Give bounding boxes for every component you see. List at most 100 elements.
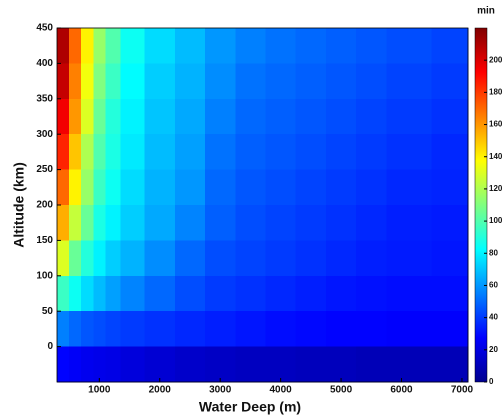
heat-cell: [205, 63, 236, 100]
heat-cell: [265, 311, 297, 348]
x-tick-label: 3000: [209, 385, 232, 396]
heat-cell: [356, 28, 387, 64]
heat-cell: [205, 28, 236, 64]
heat-cell: [69, 240, 82, 277]
heat-cell: [386, 311, 433, 348]
heat-cell: [265, 28, 297, 64]
heat-cell: [144, 134, 176, 171]
x-tick-label: 7000: [451, 385, 474, 396]
y-tick-label: 350: [36, 93, 53, 104]
heat-cell: [144, 98, 176, 135]
colorbar-tick-label: 60: [489, 281, 498, 290]
y-tick-label: 250: [36, 164, 53, 175]
y-tick-label: 300: [36, 129, 53, 140]
heat-cell: [325, 346, 357, 383]
heat-cell: [120, 346, 146, 383]
colorbar-tick-label: 80: [489, 248, 498, 257]
heat-cell: [81, 63, 94, 100]
heat-cell: [105, 63, 121, 100]
heat-cell: [105, 346, 121, 383]
heat-cell: [235, 240, 267, 277]
heat-cell: [265, 205, 297, 241]
heat-cell: [144, 346, 176, 383]
heat-cell: [105, 169, 121, 206]
heat-cell: [144, 169, 176, 206]
heat-cell: [235, 205, 267, 241]
colorbar-label: min: [477, 6, 495, 17]
x-tick-label: 1000: [88, 385, 111, 396]
heat-cell: [57, 346, 70, 383]
heat-cell: [93, 275, 106, 312]
heat-cell: [295, 63, 327, 100]
heat-cell: [81, 346, 94, 383]
heat-cell: [295, 240, 327, 277]
colorbar-tick-label: 180: [489, 87, 503, 96]
heat-cell: [265, 346, 297, 383]
heat-cell: [120, 28, 146, 64]
heat-cell: [120, 275, 146, 312]
heat-cell: [265, 63, 297, 100]
y-tick-label: 200: [36, 200, 53, 211]
heat-cell: [356, 275, 387, 312]
heat-cell: [431, 275, 469, 312]
heat-cell: [105, 275, 121, 312]
heat-cell: [69, 205, 82, 241]
heat-cell: [120, 169, 146, 206]
heat-cell: [205, 240, 236, 277]
heat-cell: [105, 311, 121, 348]
heat-cell: [57, 63, 70, 100]
heat-cell: [431, 240, 469, 277]
heat-cell: [174, 311, 206, 348]
heat-cell: [93, 98, 106, 135]
heat-cell: [57, 240, 70, 277]
heat-cell: [93, 240, 106, 277]
heat-cell: [81, 28, 94, 64]
heat-cell: [57, 205, 70, 241]
heat-cell: [431, 169, 469, 206]
heat-cell: [81, 98, 94, 135]
heat-cell: [81, 240, 94, 277]
y-axis-label: Altitude (km): [11, 162, 27, 248]
heat-cell: [205, 169, 236, 206]
heat-cell: [93, 311, 106, 348]
heat-cell: [144, 240, 176, 277]
heat-cell: [57, 98, 70, 135]
heat-cell: [386, 169, 433, 206]
heat-cell: [69, 311, 82, 348]
heat-cell: [81, 311, 94, 348]
heat-cell: [295, 28, 327, 64]
heat-cell: [265, 240, 297, 277]
heat-cell: [235, 169, 267, 206]
colorbar-tick-label: 200: [489, 55, 503, 64]
heat-cell: [57, 134, 70, 171]
x-tick-label: 4000: [270, 385, 293, 396]
heat-cell: [174, 346, 206, 383]
heat-cell: [174, 63, 206, 100]
heat-cell: [93, 134, 106, 171]
heat-cell: [120, 98, 146, 135]
heat-cell: [325, 169, 357, 206]
heat-cell: [69, 346, 82, 383]
heat-cell: [265, 98, 297, 135]
heat-cell: [69, 63, 82, 100]
heat-cell: [144, 28, 176, 64]
heat-cell: [174, 98, 206, 135]
colorbar-tick-label: 140: [489, 152, 503, 161]
heat-cell: [295, 346, 327, 383]
colorbar: [474, 27, 488, 383]
colorbar-tick-label: 0: [489, 377, 494, 386]
heat-cell: [120, 205, 146, 241]
heat-cell: [235, 311, 267, 348]
heat-cell: [325, 311, 357, 348]
heat-cell: [105, 240, 121, 277]
heat-cell: [105, 134, 121, 171]
colorbar-tick-label: 20: [489, 345, 498, 354]
heat-cell: [174, 240, 206, 277]
heat-cell: [93, 346, 106, 383]
heat-cell: [325, 134, 357, 171]
heat-cell: [295, 311, 327, 348]
heat-cell: [120, 311, 146, 348]
heat-cell: [325, 63, 357, 100]
colorbar-tick-label: 160: [489, 120, 503, 129]
heat-cell: [325, 275, 357, 312]
